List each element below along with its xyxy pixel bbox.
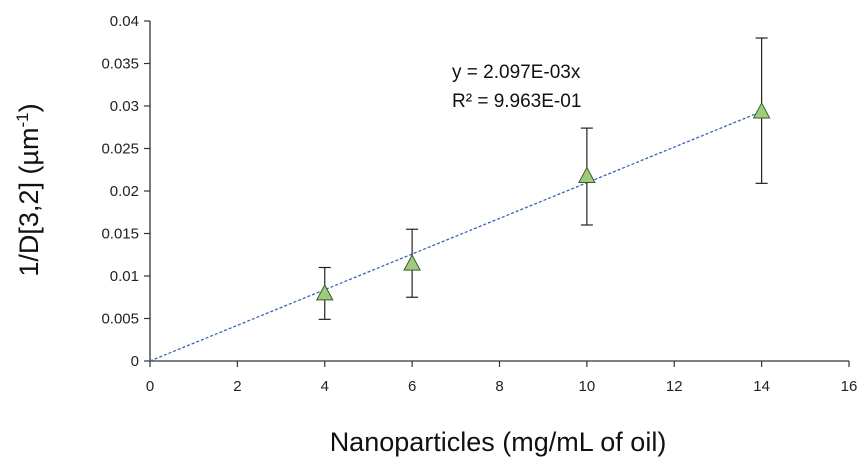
x-tick-label: 4 bbox=[321, 378, 329, 395]
data-point-triangle bbox=[315, 283, 334, 301]
x-tick-label: 10 bbox=[579, 378, 596, 395]
y-tick-label: 0 bbox=[131, 353, 139, 370]
y-tick-label: 0.035 bbox=[101, 56, 139, 73]
y-tick-label: 0.04 bbox=[110, 13, 139, 30]
data-point-triangle bbox=[752, 101, 771, 119]
trendline-path bbox=[149, 110, 762, 362]
trendline-equation: y = 2.097E-03x bbox=[452, 62, 581, 83]
trendline bbox=[149, 110, 762, 362]
x-tick-label: 16 bbox=[841, 378, 858, 395]
y-tick-label: 0.015 bbox=[101, 226, 139, 243]
data-point-triangle bbox=[403, 254, 421, 271]
y-axis-ticks: 0 0.005 0.01 0.015 0.02 0.025 0.03 0.035 0.04 bbox=[101, 13, 150, 370]
trendline-r-squared: R² = 9.963E-01 bbox=[452, 91, 581, 112]
x-tick-label: 14 bbox=[753, 378, 770, 395]
y-tick-label: 0.02 bbox=[110, 183, 139, 200]
y-tick-label: 0.005 bbox=[101, 311, 139, 328]
x-tick-label: 8 bbox=[495, 378, 503, 395]
x-tick-label: 12 bbox=[666, 378, 683, 395]
data-point-triangle bbox=[578, 166, 596, 184]
y-tick-label: 0.03 bbox=[110, 98, 139, 115]
x-tick-label: 2 bbox=[233, 378, 241, 395]
x-tick-label: 6 bbox=[408, 378, 416, 395]
x-tick-label: 0 bbox=[146, 378, 154, 395]
y-tick-label: 0.01 bbox=[110, 268, 139, 285]
x-axis-ticks: 0 2 4 6 8 10 12 14 16 bbox=[146, 361, 858, 395]
y-tick-label: 0.025 bbox=[101, 141, 139, 158]
x-axis-title: Nanoparticles (mg/mL of oil) bbox=[330, 427, 667, 457]
data-points bbox=[315, 101, 771, 301]
y-axis-title: 1/D[3,2] (µm-1) bbox=[13, 103, 44, 276]
